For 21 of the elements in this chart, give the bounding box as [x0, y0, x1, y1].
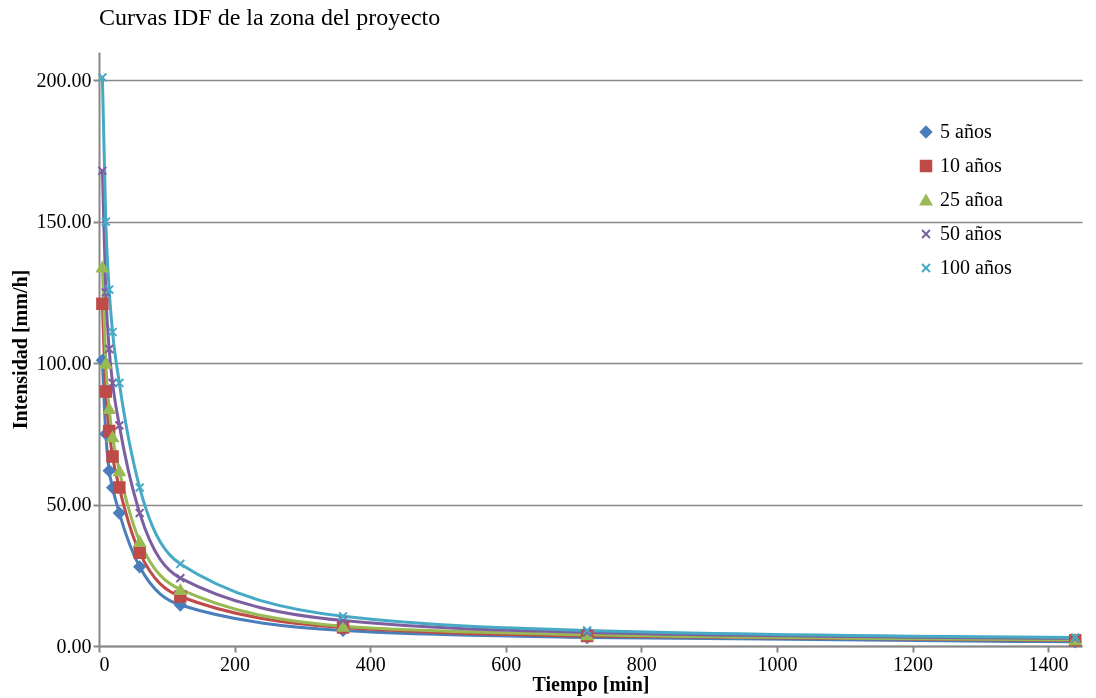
- x-tick-label: 0: [99, 652, 110, 675]
- y-tick-label: 50.00: [46, 493, 92, 516]
- legend-label: 5 años: [940, 120, 992, 142]
- x-axis-title: Tiempo [min]: [532, 672, 650, 696]
- x-tick-label: 200: [220, 652, 251, 675]
- y-tick-label: 100.00: [36, 351, 92, 374]
- x-tick-label: 400: [355, 652, 386, 675]
- y-tick-label: 200.00: [36, 68, 92, 91]
- legend-label: 10 años: [940, 154, 1002, 176]
- chart-title: Curvas IDF de la zona del proyecto: [99, 4, 441, 30]
- x-tick-label: 800: [626, 652, 657, 675]
- x-tick-label: 1000: [757, 652, 798, 675]
- legend-label: 100 años: [940, 256, 1012, 278]
- y-axis-title: Intensidad [mm/h]: [8, 269, 31, 430]
- x-tick-label: 600: [491, 652, 522, 675]
- x-tick-label: 1400: [1028, 652, 1069, 675]
- y-tick-label: 150.00: [36, 210, 92, 233]
- legend-label: 25 añoa: [940, 188, 1003, 210]
- x-tick-label: 1200: [893, 652, 934, 675]
- y-tick-label: 0.00: [56, 634, 92, 657]
- legend-label: 50 años: [940, 222, 1002, 244]
